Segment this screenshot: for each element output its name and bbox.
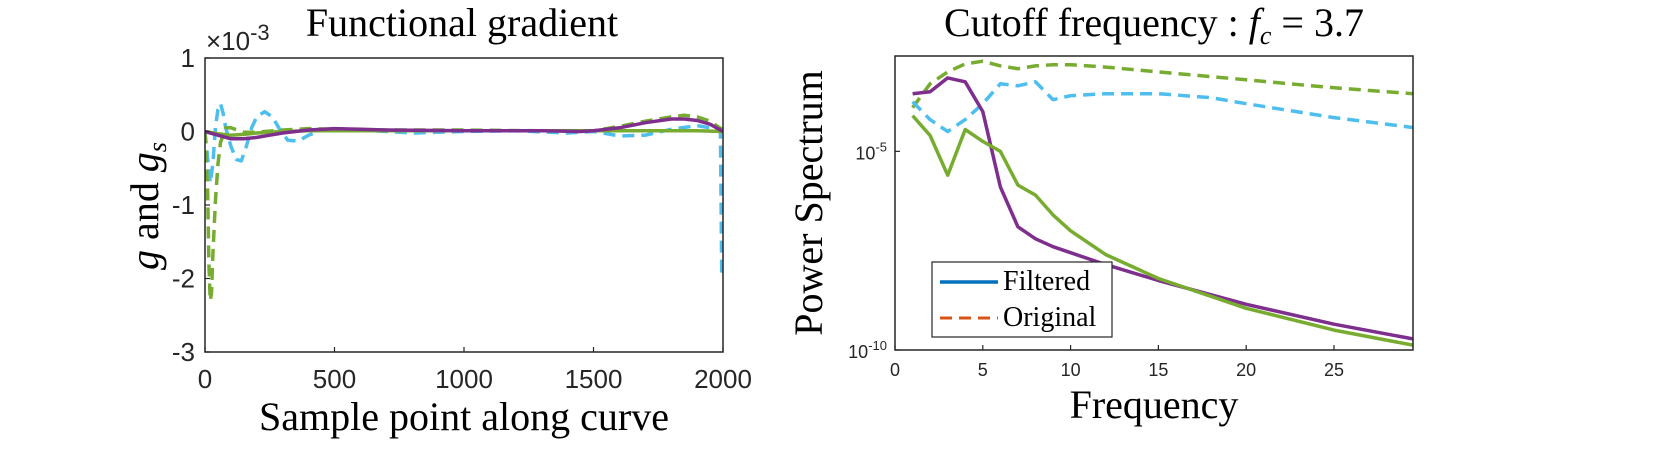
right-x-tick-label: 0 <box>890 360 900 380</box>
right-x-tick-label: 25 <box>1324 360 1344 380</box>
right-x-tick-label: 20 <box>1236 360 1256 380</box>
svg-text:×10-3: ×10-3 <box>206 20 270 56</box>
right-y-tick-label: 10-10 <box>848 338 887 362</box>
right-title-prefix: Cutoff frequency : <box>944 0 1249 45</box>
left-chart-title: Functional gradient <box>306 0 618 45</box>
right-x-tick-label: 15 <box>1148 360 1168 380</box>
legend-original-label: Original <box>1003 302 1097 333</box>
left-ticks: 0 500 1000 1500 2000 -3 -2 -1 0 1 <box>172 43 752 394</box>
legend-filtered-label: Filtered <box>1003 266 1090 297</box>
left-x-tick-label: 1500 <box>565 364 623 394</box>
left-series-line-0 <box>205 101 723 273</box>
left-series-line-1 <box>205 113 723 303</box>
legend: Filtered Original <box>931 261 1113 338</box>
gradient-chart: Functional gradient ×10-3 0 500 1000 1500 20… <box>122 0 752 439</box>
legend-box <box>931 261 1113 338</box>
right-x-tick-label: 10 <box>1061 360 1081 380</box>
right-y-tick-label: 10-5 <box>855 139 887 163</box>
left-y-label-sub: s <box>143 142 172 152</box>
left-x-tick-label: 2000 <box>694 364 752 394</box>
left-y-tick-label: -1 <box>172 190 195 220</box>
right-series-line-0 <box>911 59 1413 109</box>
right-series-line-3 <box>911 114 1413 347</box>
left-y-tick-label: 0 <box>181 117 195 147</box>
right-title-suffix: = 3.7 <box>1271 0 1364 45</box>
left-y-label-and: and <box>122 172 167 250</box>
right-x-axis-label: Frequency <box>1070 382 1239 427</box>
left-exponent-base: ×10 <box>206 26 250 56</box>
right-plot-area <box>911 59 1413 347</box>
right-axes-box <box>894 55 1414 351</box>
svg-text:g and gs: g and gs <box>122 142 172 270</box>
left-exponent-power: -3 <box>250 20 270 45</box>
left-y-tick-label: -3 <box>172 337 195 367</box>
left-exponent-label: ×10-3 <box>206 20 270 56</box>
left-y-tick-label: -2 <box>172 264 195 294</box>
left-x-axis-label: Sample point along curve <box>259 394 669 439</box>
left-y-axis-label: g and gs <box>122 142 172 270</box>
right-x-tick-label: 5 <box>978 360 988 380</box>
left-x-tick-label: 1000 <box>435 364 493 394</box>
right-series-line-2 <box>912 76 1413 341</box>
left-x-tick-label: 0 <box>198 364 212 394</box>
left-plot-area <box>205 101 723 303</box>
left-y-tick-label: 1 <box>181 43 195 73</box>
left-y-label-g: g <box>122 250 167 270</box>
left-y-label-g2: g <box>122 152 167 172</box>
right-y-axis-label: Power Spectrum <box>786 70 831 336</box>
left-series-line-2 <box>205 129 723 137</box>
right-chart-title: Cutoff frequency : fc = 3.7 <box>944 0 1364 50</box>
left-axes-box <box>204 57 724 353</box>
spectrum-chart: Cutoff frequency : fc = 3.7 0 5 10 15 20 25 10… <box>786 0 1414 427</box>
right-ticks: 0 5 10 15 20 25 10-10 10-5 <box>848 139 1344 380</box>
right-title-sub: c <box>1260 21 1272 50</box>
left-series-line-3 <box>205 117 723 141</box>
left-x-tick-label: 500 <box>313 364 356 394</box>
